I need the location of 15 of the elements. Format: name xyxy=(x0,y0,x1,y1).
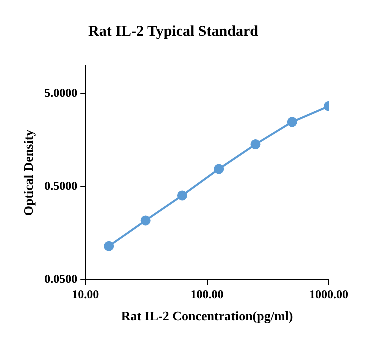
y-tick-label: 5.0000 xyxy=(44,86,78,100)
chart-title: Rat IL-2 Typical Standard xyxy=(88,24,260,40)
x-axis-title: Rat IL-2 Concentration(pg/ml) xyxy=(121,308,294,324)
y-tick-label: 0.5000 xyxy=(44,179,78,194)
point xyxy=(140,216,151,226)
x-tick-label: 100.00 xyxy=(190,287,224,302)
x-tick-label: 1000.00 xyxy=(310,287,348,302)
x-tick-label: 10.00 xyxy=(72,287,100,302)
y-tick-label: 0.0500 xyxy=(44,272,78,286)
point xyxy=(287,117,298,128)
point xyxy=(177,190,188,201)
point xyxy=(214,164,224,174)
point xyxy=(104,241,114,252)
y-axis-title: Optical Density xyxy=(21,129,36,216)
point xyxy=(250,140,261,150)
